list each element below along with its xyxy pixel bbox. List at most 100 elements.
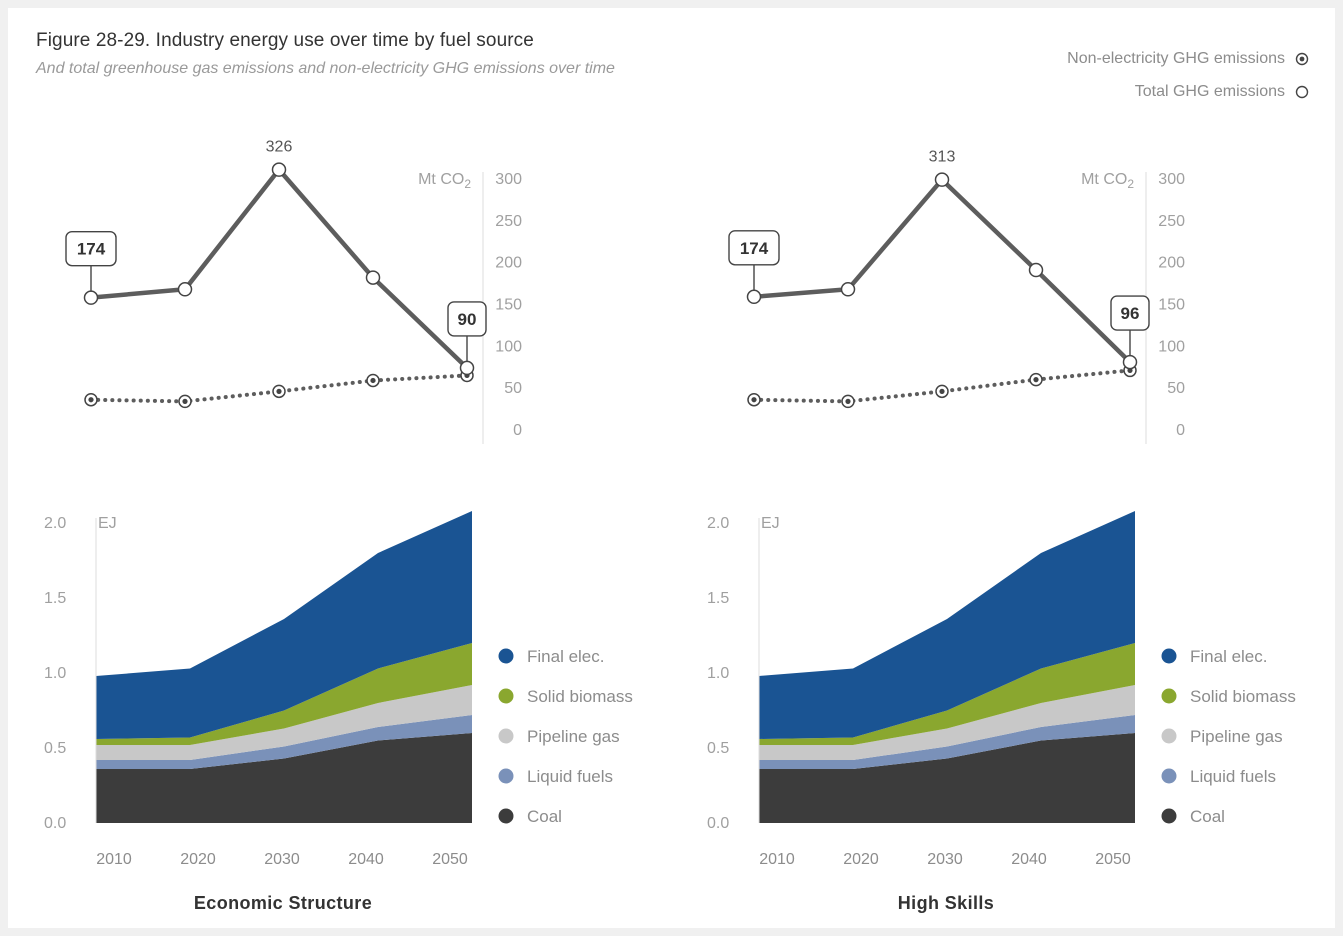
series-line-total <box>753 177 1132 364</box>
dot-circle-icon <box>1295 52 1309 65</box>
series-line-non-electricity <box>752 368 1132 404</box>
emissions-y-tick-label: 300 <box>1158 171 1185 188</box>
point-total <box>365 270 381 285</box>
x-tick-label: 2050 <box>432 851 468 868</box>
x-tick-label: 2030 <box>927 851 963 868</box>
legend-swatch-coal <box>498 808 514 824</box>
scenario-label: Economic Structure <box>194 893 372 913</box>
callout-box <box>728 230 780 266</box>
emissions-y-tick-label: 0 <box>1176 422 1185 439</box>
series-line-non-electricity <box>89 373 469 404</box>
legend-swatch-liquid-fuels <box>1161 768 1177 784</box>
figure-title: Figure 28-29. Industry energy use over t… <box>36 30 534 51</box>
x-tick-label: 2020 <box>180 851 216 868</box>
legend-swatch-final-elec <box>498 648 514 664</box>
area-y-tick-label: 1.0 <box>44 665 66 682</box>
area-y-unit-label: EJ <box>761 515 780 532</box>
emissions-y-tick-label: 100 <box>1158 338 1185 355</box>
scenario-label: High Skills <box>898 893 994 913</box>
point-total <box>459 360 475 376</box>
legend-label-solid-biomass: Solid biomass <box>527 687 633 706</box>
legend-non-electricity: Non-electricity GHG emissions <box>1067 42 1309 75</box>
area-final-elec <box>96 511 472 739</box>
point-label-plain: 326 <box>266 139 293 156</box>
point-label-callout: 174 <box>77 240 106 259</box>
callout-box <box>1110 295 1150 331</box>
x-tick-label: 2040 <box>1011 851 1047 868</box>
point-non-electricity-dot <box>88 397 94 403</box>
x-tick-label: 2040 <box>348 851 384 868</box>
point-non-electricity-dot <box>845 398 851 404</box>
legend-total-label: Total GHG emissions <box>1134 82 1285 100</box>
legend-swatch-coal <box>1161 808 1177 824</box>
point-label-plain: 313 <box>929 149 956 166</box>
point-total <box>746 289 762 305</box>
emissions-legend: Non-electricity GHG emissions Total GHG … <box>1067 42 1309 108</box>
legend-label-coal: Coal <box>527 807 562 826</box>
point-label-callout: 174 <box>740 239 769 258</box>
area-pipeline-gas <box>759 685 1135 760</box>
legend-label-final-elec: Final elec. <box>1190 647 1267 666</box>
legend-label-pipeline-gas: Pipeline gas <box>1190 727 1283 746</box>
legend-label-liquid-fuels: Liquid fuels <box>527 767 613 786</box>
legend-non-electricity-label: Non-electricity GHG emissions <box>1067 49 1285 67</box>
point-total <box>1028 262 1044 278</box>
legend-swatch-solid-biomass <box>498 688 514 704</box>
point-total <box>840 282 856 297</box>
point-total <box>177 282 193 297</box>
x-tick-label: 2010 <box>96 851 132 868</box>
emissions-y-tick-label: 150 <box>495 297 522 314</box>
figure-subtitle: And total greenhouse gas emissions and n… <box>36 60 615 77</box>
emissions-y-unit-label: Mt CO2 <box>1081 171 1134 191</box>
area-y-tick-label: 2.0 <box>707 515 729 532</box>
area-y-tick-label: 1.5 <box>707 590 729 607</box>
legend-label-final-elec: Final elec. <box>527 647 604 666</box>
area-y-tick-label: 1.5 <box>44 590 66 607</box>
series-line-total <box>90 167 469 370</box>
area-y-tick-label: 1.0 <box>707 665 729 682</box>
emissions-y-tick-label: 200 <box>495 255 522 272</box>
point-non-electricity-dot <box>1033 377 1039 383</box>
emissions-y-tick-label: 150 <box>1158 297 1185 314</box>
area-y-tick-label: 0.0 <box>707 815 729 832</box>
emissions-y-tick-label: 0 <box>513 422 522 439</box>
point-non-electricity-dot <box>939 388 945 394</box>
callout-box <box>65 230 117 267</box>
emissions-y-tick-label: 300 <box>495 171 522 188</box>
chart-panel-high-skills: 0.0 0.5 1.0 1.5 2.0 EJ 2010 2020 2030 2040 2050 Fin… <box>707 149 1296 913</box>
point-total <box>271 162 287 177</box>
chart-panel-economic-structure: 0.0 0.5 1.0 1.5 2.0 EJ 2010 2020 2030 2040 2050 Fin… <box>44 139 633 913</box>
legend-swatch-pipeline-gas <box>1161 728 1177 744</box>
emissions-y-tick-label: 200 <box>1158 255 1185 272</box>
legend-total: Total GHG emissions <box>1067 75 1309 108</box>
x-tick-label: 2050 <box>1095 851 1131 868</box>
emissions-y-tick-label: 50 <box>504 380 522 397</box>
legend-label-pipeline-gas: Pipeline gas <box>527 727 620 746</box>
area-final-elec <box>759 511 1135 739</box>
emissions-y-tick-label: 250 <box>1158 213 1185 230</box>
legend-label-liquid-fuels: Liquid fuels <box>1190 767 1276 786</box>
area-y-tick-label: 0.0 <box>44 815 66 832</box>
legend-swatch-final-elec <box>1161 648 1177 664</box>
area-y-tick-label: 0.5 <box>707 740 729 757</box>
legend-label-coal: Coal <box>1190 807 1225 826</box>
emissions-line-chart: 0 50 100 150 200 250 300 Mt CO2 174 313 96 <box>728 149 1185 444</box>
energy-area-chart: 0.0 0.5 1.0 1.5 2.0 EJ 2010 2020 2030 2040 2050 Fin… <box>707 511 1296 868</box>
point-non-electricity-dot <box>182 398 188 404</box>
area-liquid-fuels <box>759 715 1135 769</box>
point-non-electricity-dot <box>370 377 376 384</box>
point-non-electricity-dot <box>751 397 757 403</box>
point-label-callout: 90 <box>458 310 477 329</box>
area-y-tick-label: 0.5 <box>44 740 66 757</box>
x-tick-label: 2030 <box>264 851 300 868</box>
area-coal <box>96 733 472 823</box>
emissions-line-chart: 0 50 100 150 200 250 300 Mt CO2 174 326 90 <box>65 139 522 444</box>
point-non-electricity-dot <box>276 388 282 394</box>
point-total <box>934 172 950 187</box>
area-pipeline-gas <box>96 685 472 760</box>
legend-swatch-pipeline-gas <box>498 728 514 744</box>
legend-label-solid-biomass: Solid biomass <box>1190 687 1296 706</box>
point-total <box>1122 354 1138 370</box>
x-tick-label: 2010 <box>759 851 795 868</box>
open-circle-icon <box>1295 85 1309 98</box>
